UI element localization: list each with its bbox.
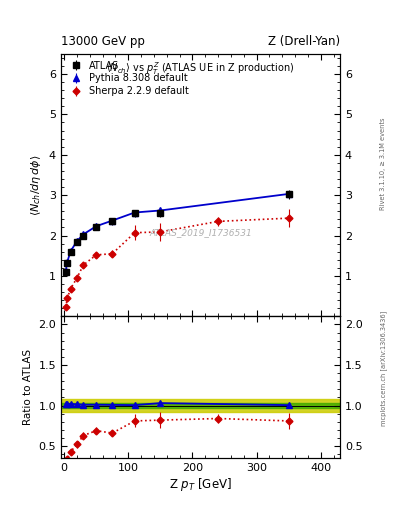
X-axis label: Z $p_T$ [GeV]: Z $p_T$ [GeV] — [169, 476, 232, 493]
Text: mcplots.cern.ch [arXiv:1306.3436]: mcplots.cern.ch [arXiv:1306.3436] — [380, 311, 387, 426]
Legend: ATLAS, Pythia 8.308 default, Sherpa 2.2.9 default: ATLAS, Pythia 8.308 default, Sherpa 2.2.… — [66, 58, 191, 98]
Text: Z (Drell-Yan): Z (Drell-Yan) — [268, 35, 340, 48]
Text: ATLAS_2019_I1736531: ATLAS_2019_I1736531 — [149, 228, 252, 237]
Text: $\langle N_{ch}\rangle$ vs $p_T^Z$ (ATLAS UE in Z production): $\langle N_{ch}\rangle$ vs $p_T^Z$ (ATLA… — [106, 60, 295, 77]
Bar — [61, 399, 340, 412]
Y-axis label: $\langle N_{ch}/d\eta\,d\phi\rangle$: $\langle N_{ch}/d\eta\,d\phi\rangle$ — [29, 154, 43, 216]
Y-axis label: Ratio to ATLAS: Ratio to ATLAS — [23, 349, 33, 425]
Text: 13000 GeV pp: 13000 GeV pp — [61, 35, 145, 48]
Text: Rivet 3.1.10, ≥ 3.1M events: Rivet 3.1.10, ≥ 3.1M events — [380, 118, 386, 210]
Bar — [61, 403, 340, 408]
